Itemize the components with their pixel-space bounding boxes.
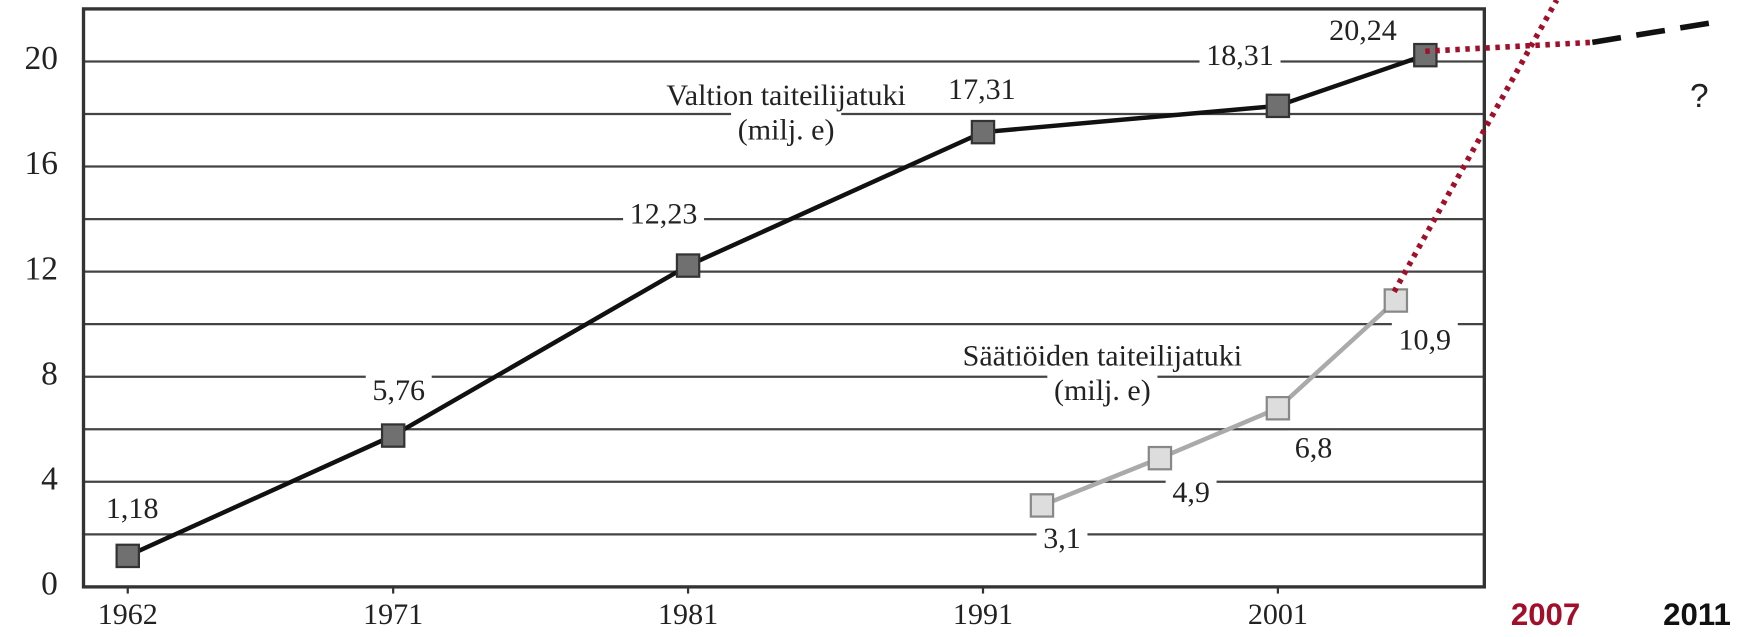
marker	[1147, 445, 1173, 471]
label-background	[1047, 373, 1158, 408]
label-background	[99, 491, 166, 526]
y-tick-label: 16	[25, 145, 58, 182]
y-tick-label: 12	[25, 250, 58, 287]
projection-line	[1591, 19, 1716, 46]
data-label: 3,1	[1043, 521, 1081, 555]
marker	[970, 119, 996, 145]
label-background	[1036, 520, 1088, 555]
y-tick-label: 20	[25, 40, 58, 77]
series-line	[126, 53, 1427, 558]
marker	[1265, 395, 1291, 421]
annotation: 2007	[1511, 597, 1580, 632]
data-label: 5,76	[372, 373, 425, 407]
label-background	[659, 77, 913, 112]
series-name: Valtion taiteilijatuki	[666, 78, 905, 112]
label-background	[1391, 322, 1458, 357]
series-unit: (milj. e)	[1054, 373, 1151, 407]
y-tick-label: 0	[41, 566, 58, 603]
label-background	[955, 338, 1249, 373]
marker	[1029, 493, 1055, 518]
x-tick-label: 1971	[363, 597, 423, 631]
plot-frame	[81, 7, 1486, 589]
series-line	[1041, 298, 1398, 508]
grid	[83, 60, 1485, 588]
y-tick-label: 8	[41, 355, 58, 392]
data-label: 18,31	[1206, 38, 1274, 72]
label-background	[1165, 474, 1217, 509]
label-background	[365, 373, 432, 408]
data-label: 17,31	[948, 72, 1016, 106]
label-background	[1288, 430, 1339, 465]
data-label: 4,9	[1172, 475, 1210, 509]
y-tick-label: 4	[41, 460, 58, 497]
marker	[115, 543, 140, 569]
marker	[675, 253, 701, 278]
x-tick-label: 1962	[98, 597, 158, 631]
marker	[380, 423, 406, 448]
series-name: Säätiöiden taiteilijatuki	[963, 338, 1243, 372]
data-label: 1,18	[106, 491, 159, 525]
marker	[1413, 42, 1438, 68]
data-label: 6,8	[1295, 430, 1333, 464]
marks	[115, 42, 1438, 569]
marker	[1265, 93, 1291, 119]
series-unit: (milj. e)	[738, 112, 835, 146]
data-label: 12,23	[630, 196, 698, 230]
annotation: ?	[1690, 78, 1709, 115]
x-tick-label: 2001	[1248, 597, 1308, 631]
x-tick-label: 1991	[953, 597, 1013, 631]
label-background	[1199, 37, 1281, 72]
label-background	[941, 71, 1023, 106]
projection-line	[1425, 39, 1593, 55]
annotation: 2011	[1663, 597, 1731, 632]
data-label: 10,9	[1399, 323, 1452, 357]
x-tick-label: 1981	[658, 597, 718, 631]
label-background	[1322, 12, 1404, 47]
label-background	[731, 112, 842, 147]
label-background	[623, 196, 705, 231]
data-label: 20,24	[1329, 13, 1397, 47]
